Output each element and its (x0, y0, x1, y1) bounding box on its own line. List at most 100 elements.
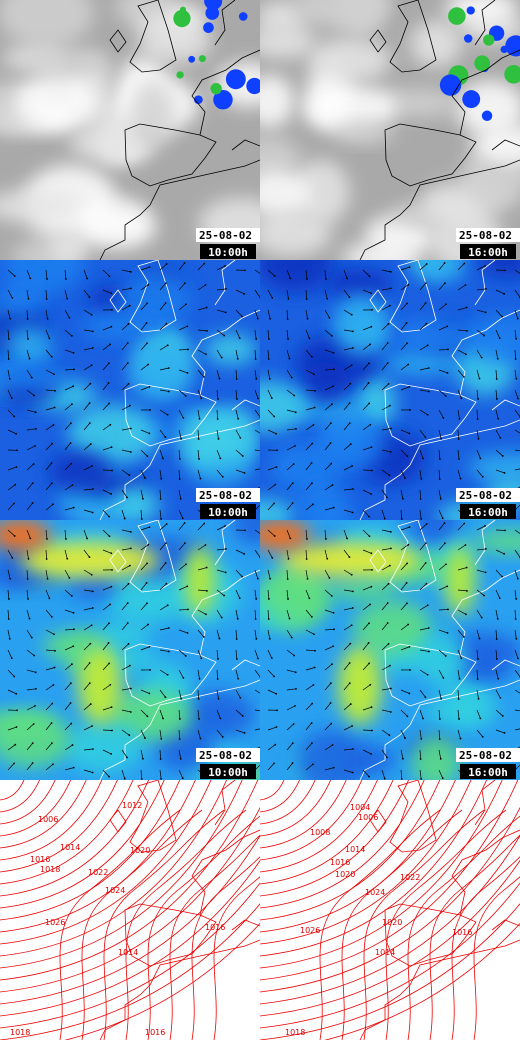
wind-arrow (197, 369, 205, 378)
arrow-head (224, 571, 227, 574)
wind-arrow (197, 689, 200, 700)
arrow-head (70, 594, 73, 597)
field-blob (260, 26, 317, 59)
time-label: 16:00h (468, 506, 508, 519)
arrow-head (48, 597, 51, 600)
arrow-head (146, 342, 148, 345)
wind-arrow (178, 709, 181, 719)
arrow-head (110, 552, 113, 555)
arrow-head (271, 557, 274, 559)
wind-arrow (159, 389, 169, 392)
wind-arrow (476, 689, 479, 699)
arrow-head (515, 638, 518, 640)
date-box (196, 488, 260, 502)
isobar-label: 1022 (88, 868, 108, 877)
arrow-head (439, 757, 442, 760)
arrow-head (287, 338, 289, 340)
wind-arrow (476, 265, 486, 271)
coastline (491, 399, 520, 411)
arrow-head (402, 497, 404, 500)
arrow-head (187, 348, 189, 351)
arrow-head (330, 403, 333, 406)
arrow-head (14, 743, 17, 746)
arrow-head (129, 547, 132, 550)
background (260, 780, 520, 1040)
arrow-head (66, 297, 69, 300)
wind-arrow (324, 609, 334, 614)
arrow-head (183, 522, 186, 524)
arrow-head (290, 376, 293, 379)
arrow-head (205, 566, 208, 569)
arrow-head (348, 296, 351, 299)
arrow-head (386, 362, 389, 364)
isobar (147, 815, 260, 1040)
wind-arrow (235, 429, 241, 439)
wind-arrow (438, 509, 444, 519)
arrow-head (351, 347, 354, 349)
wind-arrow (286, 269, 291, 279)
arrow-head (205, 613, 207, 616)
wind-arrow (178, 429, 182, 439)
wind-arrow (419, 605, 428, 611)
wind-arrow (419, 627, 429, 631)
arrow-head (70, 663, 73, 666)
coastline (491, 139, 520, 151)
arrow-head (442, 416, 445, 419)
wind-arrow (45, 289, 48, 300)
wind-arrow (178, 729, 181, 739)
arrow-head (33, 394, 36, 397)
field-blob (15, 73, 97, 131)
wind-arrow (438, 449, 441, 459)
arrow-head (34, 671, 37, 674)
arrow-head (484, 525, 486, 527)
wind-arrow (305, 504, 314, 511)
arrow-head (386, 756, 388, 759)
wind-arrow (495, 329, 501, 339)
arrow-head (463, 522, 466, 525)
wind-arrow (305, 289, 308, 300)
arrow-head (501, 455, 504, 457)
wind-arrow (140, 729, 146, 739)
wind-arrow (457, 329, 467, 332)
arrow-head (89, 703, 92, 705)
wind-arrow (254, 609, 256, 620)
wind-arrow (254, 764, 260, 771)
wind-arrow (457, 709, 460, 719)
wind-arrow (45, 684, 54, 691)
jet (338, 645, 382, 725)
arrow-head (477, 437, 480, 440)
wind-arrow (197, 284, 206, 291)
isobar (64, 922, 260, 1040)
wind-arrow (254, 369, 257, 379)
arrow-head (221, 476, 224, 478)
arrow-head (289, 537, 292, 540)
arrow-head (110, 753, 113, 755)
arrow-head (146, 715, 149, 718)
wind-arrow (343, 509, 353, 513)
arrow-head (387, 642, 390, 645)
arrow-head (166, 604, 169, 607)
wind-arrow (419, 345, 428, 351)
arrow-head (145, 322, 148, 324)
arrow-head (13, 415, 16, 418)
wind-arrow (476, 669, 479, 680)
wind-arrow (362, 269, 370, 277)
wind-arrow (419, 542, 427, 551)
date-box (456, 488, 520, 502)
wind-arrow (64, 289, 68, 299)
coastline (214, 780, 236, 826)
arrow-head (332, 506, 335, 509)
wind-arrow (324, 289, 328, 299)
wind-arrow (438, 326, 448, 331)
arrow-head (166, 344, 169, 347)
precip (225, 69, 246, 90)
wind-arrow (178, 369, 188, 374)
wind-arrow (159, 282, 167, 291)
wind-arrow (267, 269, 275, 277)
arrow-head (458, 458, 460, 460)
wind-arrow (438, 563, 447, 571)
isobar-label: 1014 (60, 843, 80, 852)
precip (238, 12, 248, 21)
wind-arrow (324, 682, 332, 691)
